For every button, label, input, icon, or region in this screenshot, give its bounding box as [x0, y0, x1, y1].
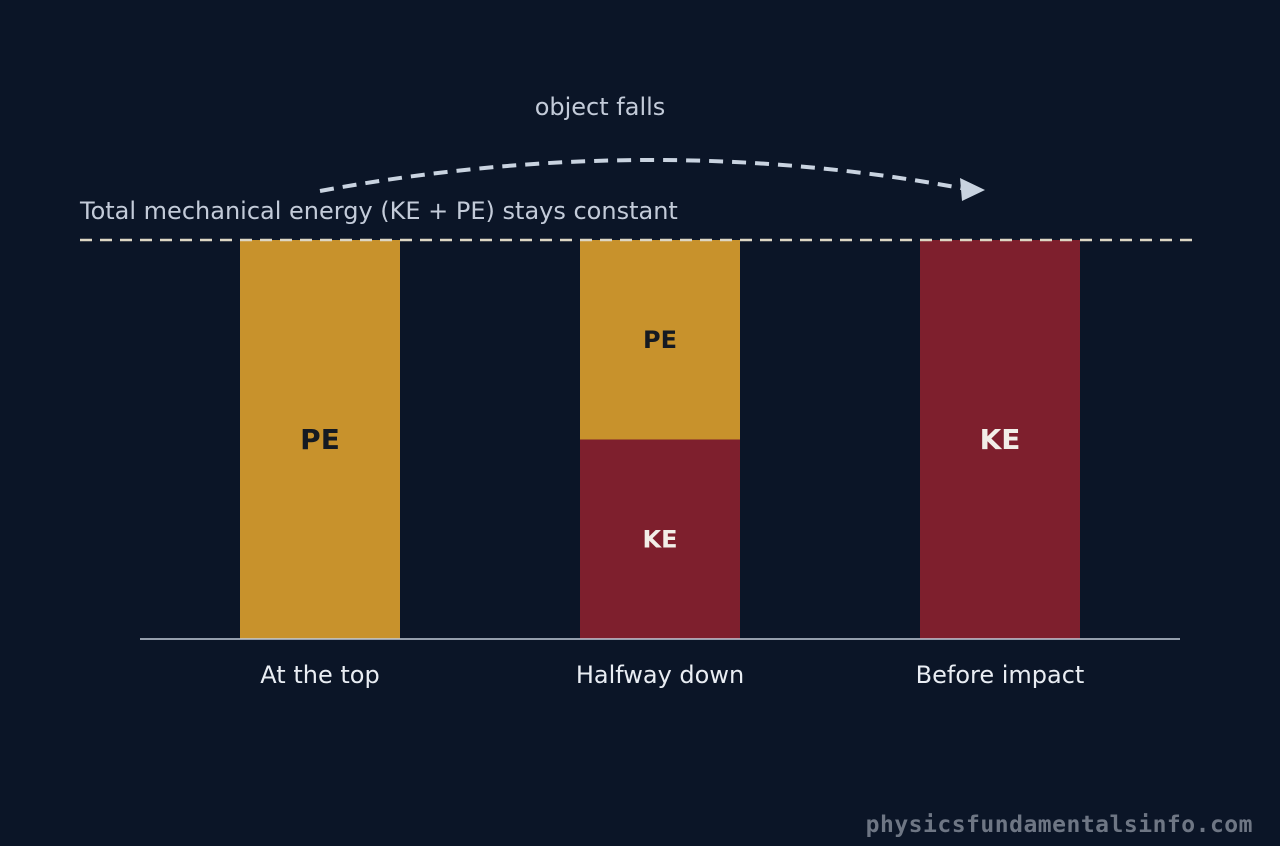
category-label-2: Halfway down	[576, 661, 744, 689]
bar-ke-2	[580, 439, 740, 639]
segment-label-ke-3: KE	[980, 423, 1021, 456]
fall-arrow-label: object falls	[535, 93, 666, 121]
bars-group	[240, 240, 1080, 639]
bar-pe-2	[580, 240, 740, 440]
fall-arrow-path	[319, 158, 967, 193]
segment-label-pe-1: PE	[300, 423, 340, 456]
segment-label-pe-2: PE	[643, 326, 677, 354]
total-energy-label: Total mechanical energy (KE + PE) stays …	[79, 197, 678, 225]
segment-labels-group: PE KE PE KE	[300, 326, 1020, 554]
category-label-3: Before impact	[916, 661, 1085, 689]
site-watermark: physicsfundamentalsinfo.com	[865, 812, 1253, 838]
bar-pe-1	[240, 240, 400, 639]
segment-label-ke-2: KE	[643, 525, 678, 553]
fall-arrowhead-icon	[960, 178, 985, 201]
category-labels-group: At the top Halfway down Before impact	[260, 661, 1084, 689]
bar-ke-3	[920, 240, 1080, 639]
category-label-1: At the top	[260, 661, 379, 689]
